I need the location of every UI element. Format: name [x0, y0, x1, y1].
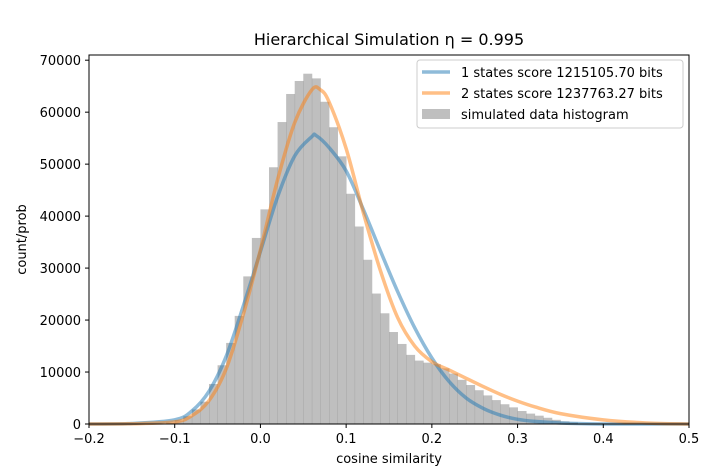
curve-lines	[88, 85, 690, 426]
histogram-bar	[406, 354, 416, 424]
y-axis: 0 10000 20000 30000 40000 50000 60000 70000	[40, 54, 89, 433]
histogram-bar	[217, 365, 227, 424]
histogram-bar	[380, 313, 390, 424]
x-tick-label: 0.5	[679, 432, 700, 447]
legend: 1 states score 1215105.70 bits 2 states s…	[416, 59, 684, 129]
x-tick-label: 0.2	[422, 432, 443, 447]
histogram-bar	[534, 415, 544, 424]
histogram-bar	[303, 73, 313, 424]
chart-title: Hierarchical Simulation η = 0.995	[254, 30, 524, 49]
histogram-bar	[346, 193, 356, 424]
histogram-bar	[363, 259, 373, 424]
histogram-bar	[466, 385, 476, 424]
histogram-bar	[200, 401, 210, 424]
y-tick-label: 50000	[40, 158, 81, 173]
histogram-bar	[320, 101, 330, 424]
y-axis-label: count/prob	[15, 204, 30, 275]
histogram-bar	[414, 360, 424, 424]
histogram-bar	[329, 127, 338, 424]
y-tick-label: 40000	[40, 210, 81, 225]
histogram-bar	[423, 362, 433, 424]
plot-area	[88, 54, 690, 426]
legend-patch-swatch	[422, 109, 450, 119]
histogram-bar	[286, 93, 296, 424]
histogram-bar	[260, 209, 270, 424]
histogram-bar	[371, 293, 381, 424]
histogram-bar	[294, 80, 304, 425]
y-tick-label: 60000	[40, 106, 81, 121]
x-axis-label: cosine similarity	[336, 452, 442, 467]
legend-label: 1 states score 1215105.70 bits	[461, 66, 663, 81]
y-tick-label: 20000	[40, 314, 81, 329]
plot-frame	[88, 54, 690, 425]
histogram-bar	[337, 156, 347, 424]
histogram-bar	[251, 237, 261, 424]
legend-label: simulated data histogram	[461, 108, 629, 123]
histogram-bar	[226, 342, 236, 424]
histogram-bar	[277, 122, 287, 424]
histogram-bar	[509, 407, 518, 424]
x-tick-label: −0.2	[73, 432, 105, 447]
x-axis: −0.2 −0.1 0.0 0.1 0.2 0.3 0.4 0.5	[73, 424, 699, 447]
histogram-bar	[209, 383, 218, 424]
y-tick-label: 30000	[40, 262, 81, 277]
histogram-bar	[500, 404, 510, 424]
histogram-bar	[269, 167, 278, 424]
histogram-bar	[431, 364, 441, 424]
histogram-bars	[166, 73, 578, 425]
x-tick-label: −0.1	[159, 432, 191, 447]
series-line-2	[88, 85, 690, 426]
legend-label: 2 states score 1237763.27 bits	[461, 87, 663, 102]
x-tick-label: 0.4	[593, 432, 614, 447]
histogram-bar	[311, 78, 321, 424]
histogram-bar	[389, 332, 398, 424]
legend-frame	[416, 59, 684, 129]
histogram-bar	[191, 409, 201, 424]
histogram-bar	[449, 373, 458, 424]
histogram-bar	[234, 315, 244, 424]
histogram-bar	[457, 379, 467, 424]
y-tick-label: 10000	[40, 366, 81, 381]
histogram-bar	[526, 413, 536, 424]
y-tick-label: 0	[73, 418, 81, 433]
x-tick-label: 0.1	[336, 432, 357, 447]
x-tick-label: 0.3	[507, 432, 528, 447]
histogram-bar	[440, 368, 450, 424]
x-tick-label: 0.0	[250, 432, 271, 447]
histogram-bar	[397, 343, 407, 424]
y-tick-label: 70000	[40, 54, 81, 69]
histogram-bar	[517, 411, 527, 424]
histogram-bar	[243, 276, 253, 424]
histogram-bar	[354, 226, 364, 424]
